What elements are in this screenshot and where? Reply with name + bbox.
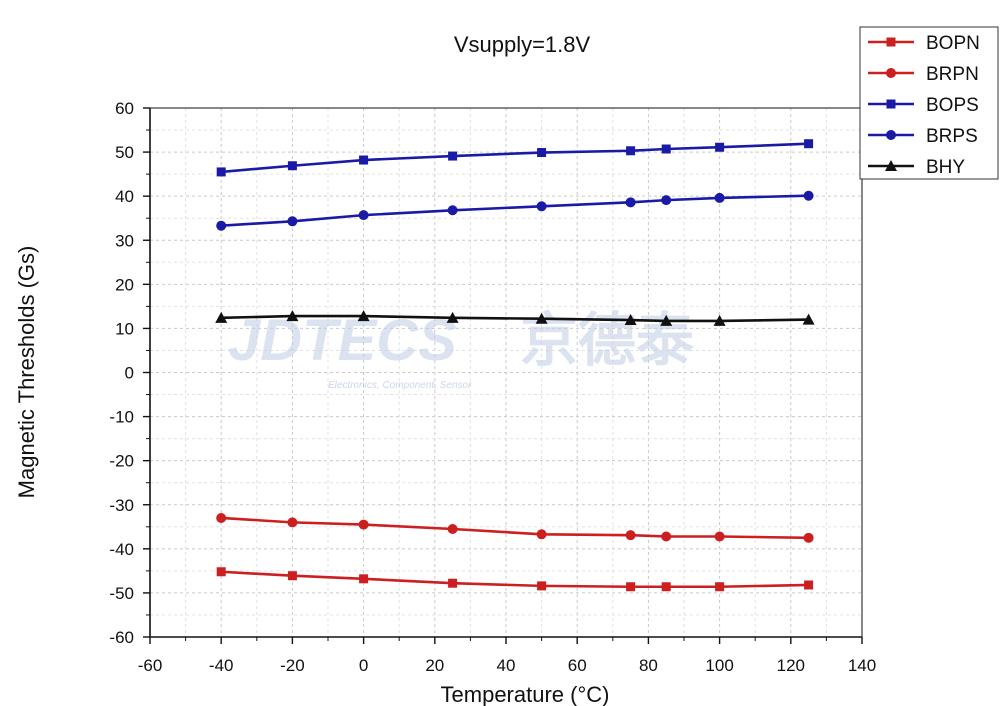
x-tick-label: -20	[280, 656, 305, 675]
data-point-bhy	[215, 311, 228, 323]
series-bopn	[216, 567, 814, 592]
data-point-brps	[661, 195, 672, 206]
data-point-brpn	[447, 523, 458, 534]
data-point-brps	[625, 197, 636, 208]
x-tick-label: 80	[639, 656, 658, 675]
data-point-brpn	[358, 519, 369, 530]
data-point-brpn	[536, 529, 547, 540]
data-point-bops	[359, 155, 369, 165]
x-tick-label: 40	[497, 656, 516, 675]
data-point-bopn	[359, 574, 369, 584]
x-tick-label: 60	[568, 656, 587, 675]
y-tick-label: -50	[109, 584, 134, 603]
data-point-bops	[715, 142, 725, 152]
y-tick-label: -40	[109, 540, 134, 559]
x-tick-label: 100	[705, 656, 733, 675]
data-point-brpn	[661, 531, 672, 542]
legend-marker-bopn	[886, 37, 896, 47]
data-point-brpn	[803, 532, 814, 543]
legend-marker-bops	[886, 99, 896, 109]
data-point-bhy	[713, 314, 726, 326]
data-point-bopn	[661, 582, 671, 592]
data-point-bops	[661, 144, 671, 154]
data-point-brps	[803, 190, 814, 201]
data-point-bops	[448, 151, 458, 161]
y-tick-label: 0	[125, 364, 134, 383]
data-point-bhy	[357, 310, 370, 322]
data-point-brps	[287, 216, 298, 227]
data-point-bops	[287, 161, 297, 171]
y-tick-label: 10	[115, 319, 134, 338]
data-point-brps	[216, 220, 227, 231]
data-point-bhy	[446, 311, 459, 323]
data-point-bhy	[802, 313, 815, 325]
y-tick-label: 20	[115, 275, 134, 294]
data-point-bopn	[448, 578, 458, 588]
data-point-bopn	[804, 580, 814, 590]
watermark-tagline: Electronics, Component, Sensor	[328, 380, 472, 391]
data-point-brps	[714, 192, 725, 203]
x-tick-label: -60	[138, 656, 163, 675]
data-point-bopn	[715, 582, 725, 592]
y-tick-label: -60	[109, 628, 134, 647]
y-tick-label: -20	[109, 452, 134, 471]
data-point-bops	[216, 167, 226, 177]
data-point-brpn	[216, 512, 227, 523]
y-tick-label: 60	[115, 99, 134, 118]
data-point-bops	[804, 139, 814, 149]
data-point-bops	[626, 146, 636, 156]
legend-label-brpn: BRPN	[926, 64, 979, 85]
data-point-bops	[537, 148, 547, 158]
y-axis-label: Magnetic Thresholds (Gs)	[14, 246, 39, 499]
data-point-bhy	[535, 312, 548, 324]
legend-label-bops: BOPS	[926, 95, 979, 116]
data-point-bopn	[216, 567, 226, 577]
series-bops	[216, 139, 814, 177]
data-point-bopn	[537, 581, 547, 591]
series-brpn	[216, 512, 814, 543]
x-axis-label: Temperature (°C)	[441, 682, 610, 706]
legend: BOPN BRPN BOPS BRPS BHY	[859, 26, 999, 180]
data-point-brps	[536, 201, 547, 212]
legend-marker-brpn	[886, 68, 896, 78]
grid	[149, 107, 863, 638]
data-point-brpn	[714, 531, 725, 542]
data-point-brps	[358, 210, 369, 221]
x-tick-label: -40	[209, 656, 234, 675]
x-tick-label: 140	[848, 656, 876, 675]
data-point-bhy	[660, 314, 673, 326]
chart-title: Vsupply=1.8V	[454, 32, 591, 57]
y-tick-label: 40	[115, 187, 134, 206]
x-tick-label: 20	[425, 656, 444, 675]
data-point-brps	[447, 205, 458, 216]
y-tick-label: -30	[109, 496, 134, 515]
series-group	[215, 139, 815, 592]
series-bhy	[215, 310, 815, 326]
data-point-bopn	[287, 571, 297, 581]
x-tick-label: 120	[777, 656, 805, 675]
watermark-brand: JDTECS	[228, 308, 457, 373]
y-tick-label: 50	[115, 143, 134, 162]
data-point-bhy	[624, 314, 637, 326]
legend-label-bopn: BOPN	[926, 33, 980, 54]
data-point-bopn	[626, 582, 636, 592]
legend-marker-brps	[886, 130, 896, 140]
y-tick-label: 30	[115, 231, 134, 250]
x-tick-label: 0	[359, 656, 368, 675]
data-point-brpn	[625, 530, 636, 541]
axis-ticks: -60 -40 -20 0 20 40 60 80 100 120 1406050403020100…	[109, 99, 876, 675]
data-point-bhy	[286, 310, 299, 322]
series-brps	[216, 190, 814, 231]
data-point-brpn	[287, 517, 298, 528]
y-tick-label: -10	[109, 408, 134, 427]
legend-marker-bhy	[885, 160, 897, 171]
legend-label-bhy: BHY	[926, 157, 965, 178]
legend-label-brps: BRPS	[926, 126, 978, 147]
